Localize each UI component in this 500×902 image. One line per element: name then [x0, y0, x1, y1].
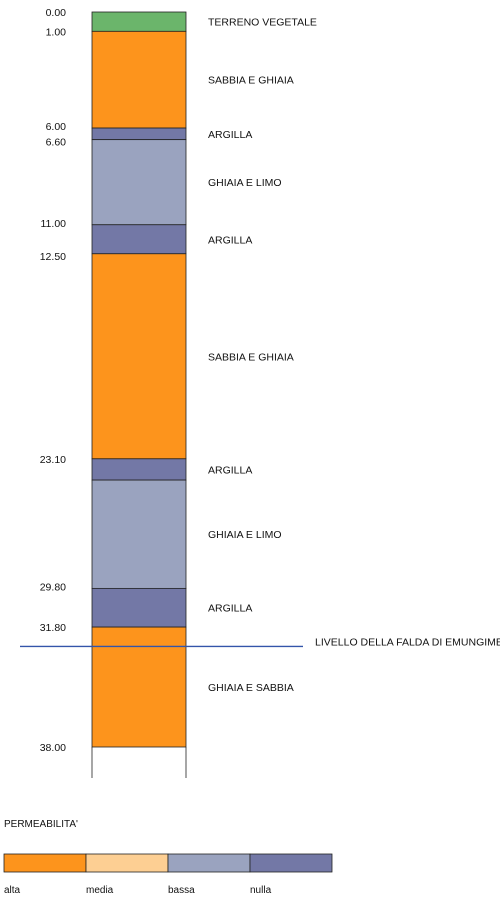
- layer-label-2: SABBIA E GHIAIA: [208, 75, 294, 87]
- layer-10: [91, 626, 187, 748]
- layer-5: [91, 224, 187, 255]
- layer-6: [91, 253, 187, 460]
- permeability-legend: PERMEABILITA' alta media bassa nulla: [3, 819, 333, 896]
- depth-label: 12.50: [40, 251, 66, 263]
- layer-label-7: ARGILLA: [208, 464, 252, 476]
- layer-label-5: ARGILLA: [208, 234, 252, 246]
- water-table: LIVELLO DELLA FALDA DI EMUNGIMENTO: [20, 636, 500, 648]
- water-table-label: LIVELLO DELLA FALDA DI EMUNGIMENTO: [315, 636, 500, 648]
- legend-title: PERMEABILITA': [4, 819, 78, 830]
- column-frame: [91, 747, 187, 778]
- depth-label: 38.00: [40, 742, 66, 754]
- layer-3: [91, 127, 187, 141]
- depth-label: 6.00: [46, 121, 67, 133]
- depth-label: 1.00: [46, 26, 67, 38]
- layer-7: [91, 458, 187, 481]
- layer-label-4: GHIAIA E LIMO: [208, 177, 282, 189]
- legend-swatch-nulla: [249, 853, 333, 873]
- legend-label-media: media: [86, 885, 114, 896]
- layer-label-10: GHIAIA E SABBIA: [208, 682, 294, 694]
- depth-label: 31.80: [40, 622, 66, 634]
- layer-label-6: SABBIA E GHIAIA: [208, 351, 294, 363]
- layer-8: [91, 479, 187, 589]
- layer-label-3: ARGILLA: [208, 129, 252, 141]
- layer-1: [91, 11, 187, 32]
- layer-4: [91, 139, 187, 226]
- layer-9: [91, 587, 187, 628]
- legend-swatch-bassa: [167, 853, 251, 873]
- legend-label-alta: alta: [4, 885, 21, 896]
- depth-labels: 0.00 1.00 6.00 6.60 11.00 12.50 23.10 29.80 31.8…: [40, 7, 66, 754]
- depth-label: 6.60: [46, 137, 67, 149]
- stratigraphic-column: [91, 11, 187, 748]
- legend-swatch-media: [85, 853, 169, 873]
- legend-label-bassa: bassa: [168, 885, 195, 896]
- depth-label: 29.80: [40, 581, 66, 593]
- layer-label-9: ARGILLA: [208, 603, 252, 615]
- layer-label-1: TERRENO VEGETALE: [208, 17, 317, 29]
- legend-swatch-alta: [3, 853, 87, 873]
- legend-label-nulla: nulla: [250, 885, 272, 896]
- depth-label: 11.00: [41, 218, 67, 230]
- layer-labels: TERRENO VEGETALE SABBIA E GHIAIA ARGILLA GH…: [208, 17, 317, 694]
- layer-2: [91, 30, 187, 129]
- depth-label: 0.00: [46, 7, 67, 19]
- layer-label-8: GHIAIA E LIMO: [208, 529, 282, 541]
- depth-label: 23.10: [40, 454, 66, 466]
